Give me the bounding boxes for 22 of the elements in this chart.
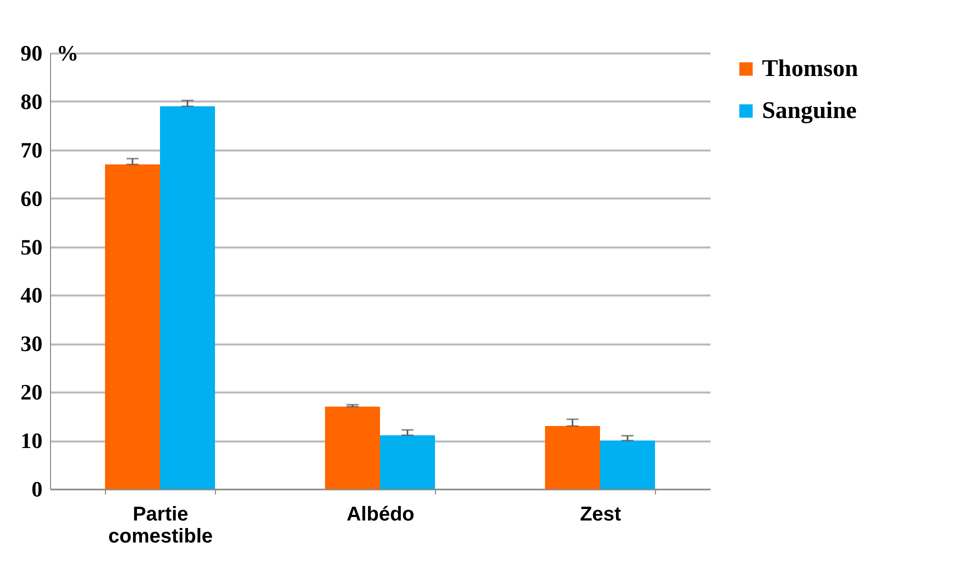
bar <box>380 435 435 489</box>
bar <box>600 440 655 489</box>
y-tick-label: 80 <box>20 88 42 114</box>
y-tick-label: 40 <box>20 282 42 308</box>
bar <box>545 426 600 489</box>
bar <box>160 106 215 489</box>
y-tick-label: 20 <box>20 380 42 405</box>
legend-label: Thomson <box>762 56 858 82</box>
legend-label: Sanguine <box>762 98 858 124</box>
y-tick-label: 50 <box>20 234 42 260</box>
x-tick-label: Partie comestible <box>108 504 213 548</box>
bar <box>105 164 160 489</box>
y-tick-label: 60 <box>20 186 42 211</box>
x-tick-label: Zest <box>580 504 622 526</box>
y-tick-label: 0 <box>32 476 42 502</box>
y-tick-label: 10 <box>20 428 42 454</box>
y-tick-label: 70 <box>20 137 42 162</box>
y-tick-label: 30 <box>20 331 42 356</box>
bar <box>325 406 380 489</box>
y-axis-title: % <box>56 40 78 66</box>
y-tick-label: 90 <box>20 40 42 66</box>
x-tick-label: Albédo <box>346 504 414 526</box>
